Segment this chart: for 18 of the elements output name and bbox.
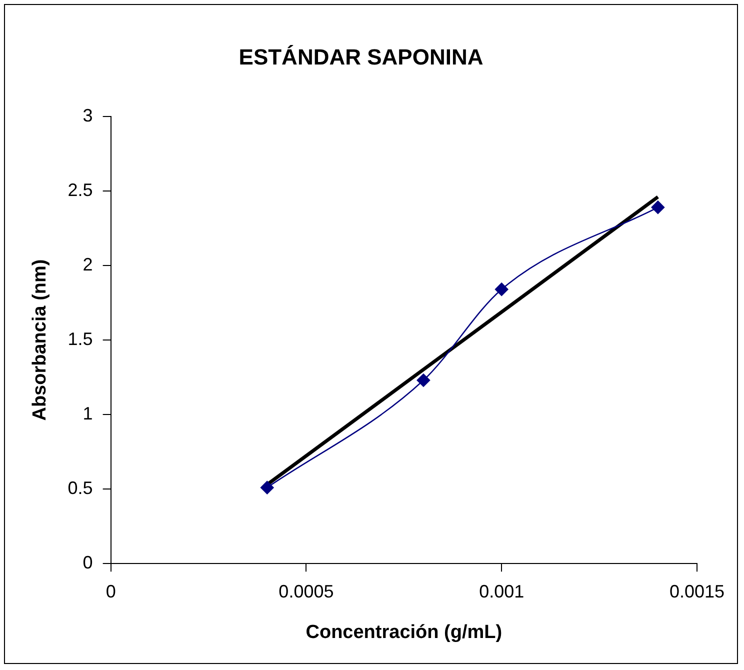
y-tick-label: 2.5 [68,180,93,200]
y-tick-label: 2 [82,254,93,274]
x-tick-label: 0 [106,581,116,602]
y-axis-title: Absorbancia (nm) [30,259,51,421]
y-tick-label: 1.5 [68,328,93,349]
chart-title: ESTÁNDAR SAPONINA [238,44,484,70]
x-tick-label: 0.0005 [278,581,334,602]
y-tick-label: 0 [82,552,93,573]
x-tick-label: 0.001 [479,581,524,602]
x-tick-label: 0.0015 [669,581,725,602]
x-axis-title: Concentración (g/mL) [306,622,502,643]
y-tick-label: 0.5 [68,478,93,498]
point [494,282,508,296]
point [651,200,665,214]
point [416,374,430,387]
y-tick-label: 1 [82,404,93,424]
y-tick-label: 3 [82,105,93,126]
point [260,480,274,494]
